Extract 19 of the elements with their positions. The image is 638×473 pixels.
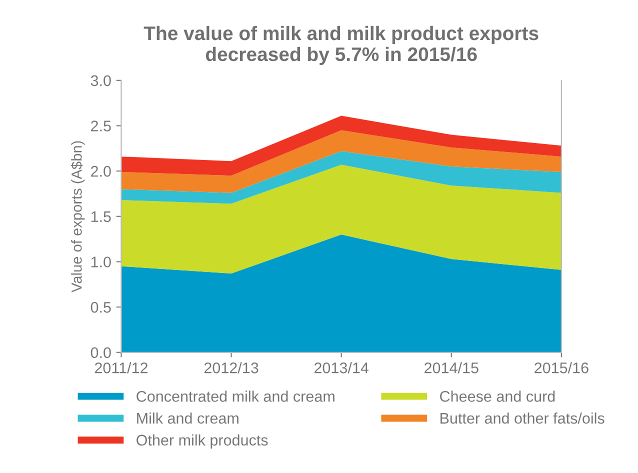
x-tick-label: 2015/16 <box>534 362 588 374</box>
y-tick-label: 2.0 <box>91 166 111 177</box>
legend-label: Milk and cream <box>137 412 238 424</box>
x-tick-label: 2013/14 <box>314 362 368 374</box>
y-tick-label: 0.5 <box>90 302 111 313</box>
x-tick-label: 2011/12 <box>94 362 148 374</box>
x-tick-label: 2012/13 <box>204 362 258 374</box>
legend-label: Concentrated milk and cream <box>136 390 334 402</box>
legend-label: Cheese and curd <box>440 390 555 402</box>
y-tick-label: 1.5 <box>91 211 111 222</box>
y-tick-label: 0.0 <box>90 347 111 358</box>
x-tick-label: 2014/15 <box>424 362 478 374</box>
y-tick-label: 2.5 <box>91 120 111 132</box>
y-axis-title: Value of exports (A$bn) <box>70 141 85 292</box>
y-tick-label: 3.0 <box>90 75 111 86</box>
legend-label: Butter and other fats/oils <box>440 412 604 424</box>
legend-label: Other milk products <box>136 434 268 449</box>
chart-title: The value of milk and milk product exports decreased by 5.7% in 2015/16 <box>144 26 538 65</box>
y-tick-label: 1.0 <box>91 256 111 268</box>
